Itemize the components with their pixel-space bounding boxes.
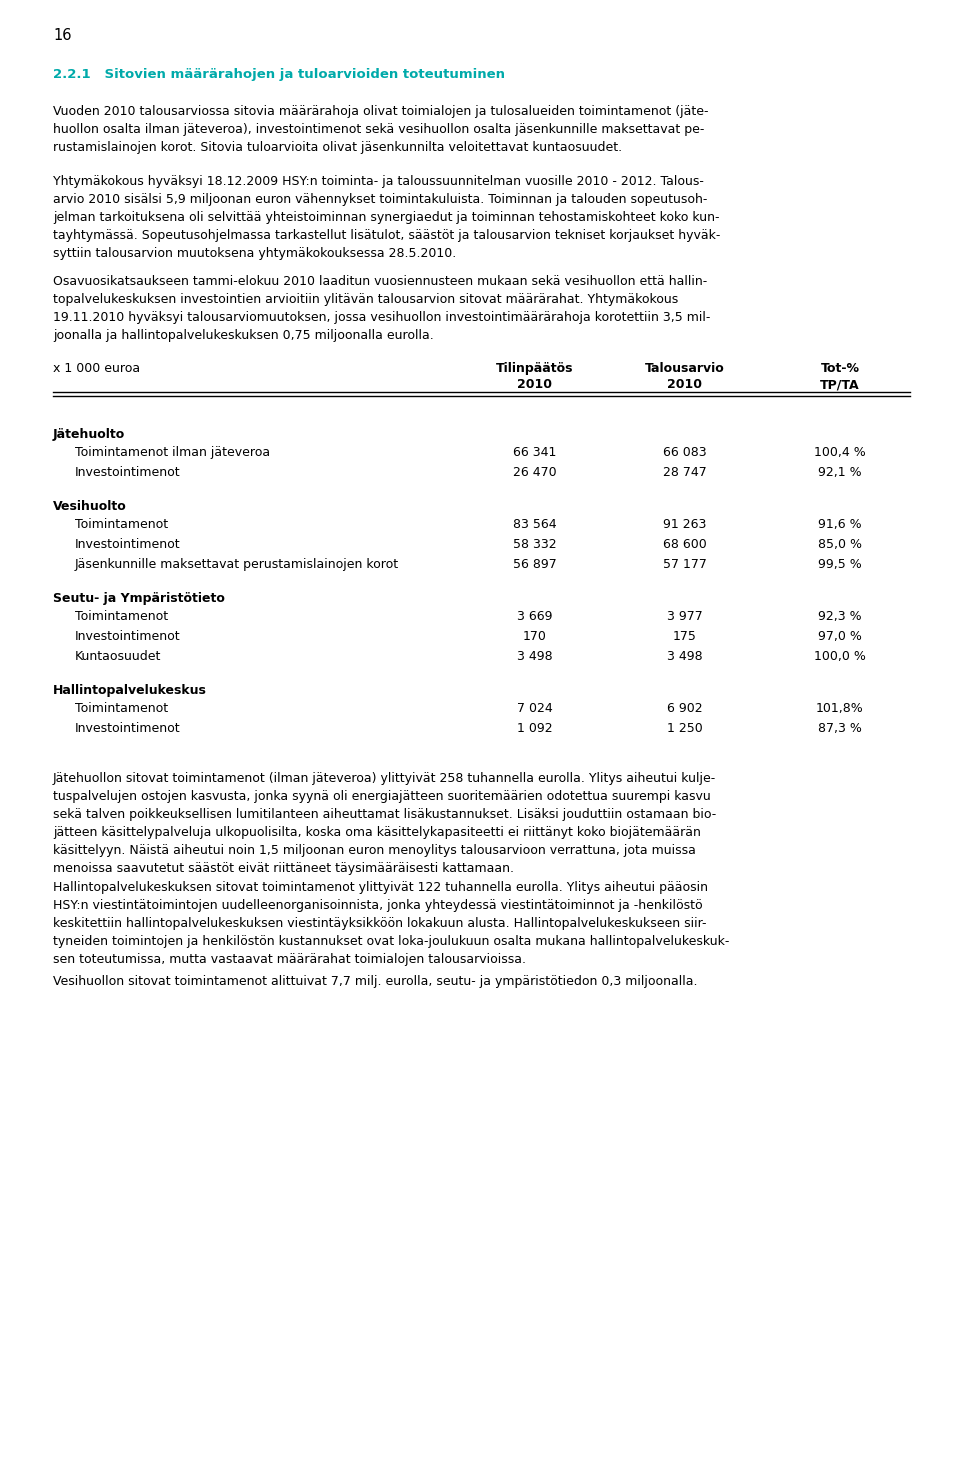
Text: 56 897: 56 897 bbox=[514, 558, 557, 572]
Text: Tot-%: Tot-% bbox=[821, 362, 859, 376]
Text: 83 564: 83 564 bbox=[514, 518, 557, 530]
Text: 91 263: 91 263 bbox=[663, 518, 707, 530]
Text: x 1 000 euroa: x 1 000 euroa bbox=[53, 362, 140, 376]
Text: Toimintamenot: Toimintamenot bbox=[75, 703, 168, 714]
Text: 7 024: 7 024 bbox=[517, 703, 553, 714]
Text: 100,4 %: 100,4 % bbox=[814, 446, 866, 460]
Text: Investointimenot: Investointimenot bbox=[75, 538, 180, 551]
Text: Jätehuollon sitovat toimintamenot (ilman jäteveroa) ylittyivät 258 tuhannella eu: Jätehuollon sitovat toimintamenot (ilman… bbox=[53, 772, 716, 875]
Text: 97,0 %: 97,0 % bbox=[818, 630, 862, 644]
Text: 66 083: 66 083 bbox=[663, 446, 707, 460]
Text: 3 498: 3 498 bbox=[517, 650, 553, 663]
Text: 2.2.1   Sitovien määrärahojen ja tuloarvioiden toteutuminen: 2.2.1 Sitovien määrärahojen ja tuloarvio… bbox=[53, 68, 505, 81]
Text: Jätehuolto: Jätehuolto bbox=[53, 429, 125, 440]
Text: Osavuosikatsaukseen tammi-elokuu 2010 laaditun vuosiennusteen mukaan sekä vesihu: Osavuosikatsaukseen tammi-elokuu 2010 la… bbox=[53, 275, 710, 342]
Text: Vuoden 2010 talousarviossa sitovia määrärahoja olivat toimialojen ja tulosalueid: Vuoden 2010 talousarviossa sitovia määrä… bbox=[53, 105, 708, 155]
Text: Investointimenot: Investointimenot bbox=[75, 722, 180, 735]
Text: 26 470: 26 470 bbox=[514, 465, 557, 479]
Text: 66 341: 66 341 bbox=[514, 446, 557, 460]
Text: 58 332: 58 332 bbox=[514, 538, 557, 551]
Text: Investointimenot: Investointimenot bbox=[75, 465, 180, 479]
Text: 92,3 %: 92,3 % bbox=[818, 610, 862, 623]
Text: 28 747: 28 747 bbox=[663, 465, 707, 479]
Text: 57 177: 57 177 bbox=[663, 558, 707, 572]
Text: 2010: 2010 bbox=[667, 379, 703, 390]
Text: 85,0 %: 85,0 % bbox=[818, 538, 862, 551]
Text: Seutu- ja Ympäristötieto: Seutu- ja Ympäristötieto bbox=[53, 592, 225, 605]
Text: 91,6 %: 91,6 % bbox=[818, 518, 862, 530]
Text: 16: 16 bbox=[53, 28, 71, 43]
Text: 1 092: 1 092 bbox=[517, 722, 553, 735]
Text: 92,1 %: 92,1 % bbox=[818, 465, 862, 479]
Text: Hallintopalvelukeskuksen sitovat toimintamenot ylittyivät 122 tuhannella eurolla: Hallintopalvelukeskuksen sitovat toimint… bbox=[53, 881, 730, 966]
Text: Toimintamenot: Toimintamenot bbox=[75, 518, 168, 530]
Text: 99,5 %: 99,5 % bbox=[818, 558, 862, 572]
Text: 170: 170 bbox=[523, 630, 547, 644]
Text: Talousarvio: Talousarvio bbox=[645, 362, 725, 376]
Text: Yhtymäkokous hyväksyi 18.12.2009 HSY:n toiminta- ja taloussuunnitelman vuosille : Yhtymäkokous hyväksyi 18.12.2009 HSY:n t… bbox=[53, 175, 720, 261]
Text: 175: 175 bbox=[673, 630, 697, 644]
Text: 2010: 2010 bbox=[517, 379, 553, 390]
Text: Jäsenkunnille maksettavat perustamislainojen korot: Jäsenkunnille maksettavat perustamislain… bbox=[75, 558, 399, 572]
Text: 87,3 %: 87,3 % bbox=[818, 722, 862, 735]
Text: Kuntaosuudet: Kuntaosuudet bbox=[75, 650, 161, 663]
Text: 3 977: 3 977 bbox=[667, 610, 703, 623]
Text: Toimintamenot ilman jäteveroa: Toimintamenot ilman jäteveroa bbox=[75, 446, 270, 460]
Text: 1 250: 1 250 bbox=[667, 722, 703, 735]
Text: 101,8%: 101,8% bbox=[816, 703, 864, 714]
Text: 6 902: 6 902 bbox=[667, 703, 703, 714]
Text: Vesihuolto: Vesihuolto bbox=[53, 499, 127, 513]
Text: TP/TA: TP/TA bbox=[820, 379, 860, 390]
Text: Hallintopalvelukeskus: Hallintopalvelukeskus bbox=[53, 683, 206, 697]
Text: Investointimenot: Investointimenot bbox=[75, 630, 180, 644]
Text: 100,0 %: 100,0 % bbox=[814, 650, 866, 663]
Text: Tilinpäätös: Tilinpäätös bbox=[496, 362, 574, 376]
Text: Toimintamenot: Toimintamenot bbox=[75, 610, 168, 623]
Text: 68 600: 68 600 bbox=[663, 538, 707, 551]
Text: Vesihuollon sitovat toimintamenot alittuivat 7,7 milj. eurolla, seutu- ja ympäri: Vesihuollon sitovat toimintamenot alittu… bbox=[53, 975, 698, 988]
Text: 3 669: 3 669 bbox=[517, 610, 553, 623]
Text: 3 498: 3 498 bbox=[667, 650, 703, 663]
